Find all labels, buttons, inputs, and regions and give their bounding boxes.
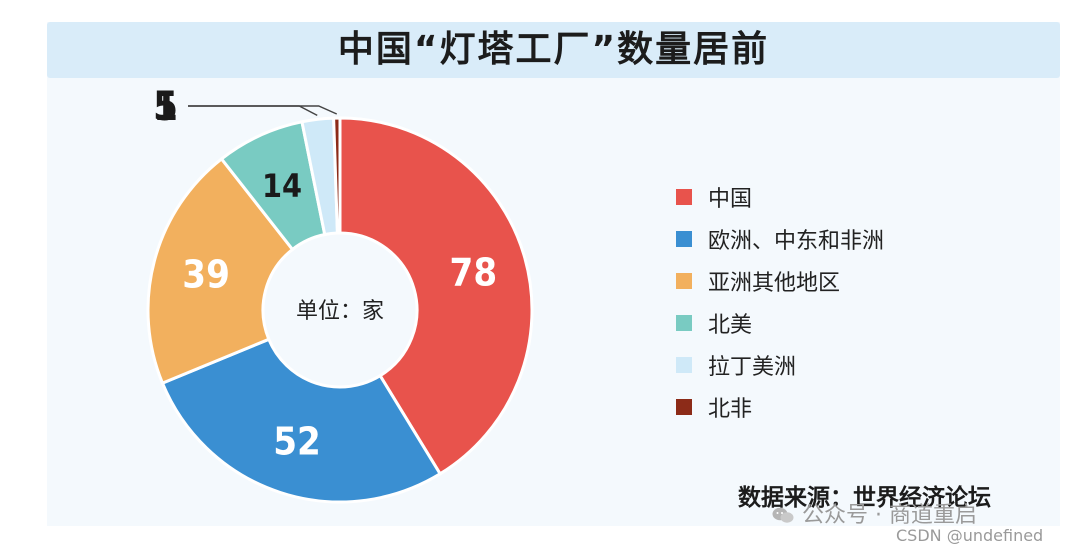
wechat-icon <box>772 505 794 523</box>
legend-item-3: 北美 <box>676 302 884 344</box>
legend-swatch-2 <box>676 273 692 289</box>
legend-item-4: 拉丁美洲 <box>676 344 884 386</box>
legend-label-2: 亚洲其他地区 <box>708 271 841 296</box>
data-label-1: 52 <box>273 420 321 464</box>
callout-label-4: 5 <box>153 84 178 130</box>
legend-swatch-0 <box>676 189 692 205</box>
center-label: 单位：家 <box>296 299 384 324</box>
csdn-watermark: CSDN @undefined <box>896 526 1044 545</box>
slice-2 <box>146 156 295 386</box>
legend-item-0: 中国 <box>676 176 884 218</box>
leader-line-5 <box>188 105 338 115</box>
data-label-2: 39 <box>182 253 230 297</box>
data-source: 数据来源：世界经济论坛 <box>738 485 991 511</box>
wechat-watermark-text: 公众号 · 商道重启 <box>802 503 977 528</box>
title-bar <box>47 22 1060 78</box>
slice-5 <box>332 116 342 235</box>
legend-label-4: 拉丁美洲 <box>708 355 797 380</box>
legend-item-1: 欧洲、中东和非洲 <box>676 218 884 260</box>
legend-label-1: 欧洲、中东和非洲 <box>708 229 885 254</box>
wechat-watermark: 公众号 · 商道重启 <box>772 497 977 529</box>
legend-item-5: 北非 <box>676 386 884 428</box>
slice-1 <box>160 337 443 504</box>
legend-swatch-4 <box>676 357 692 373</box>
legend-label-3: 北美 <box>708 313 753 338</box>
legend-swatch-1 <box>676 231 692 247</box>
legend: 中国欧洲、中东和非洲 亚洲其他地区 北美拉丁美洲北非 <box>676 176 884 428</box>
chart-title: 中国“灯塔工厂”数量居前 <box>337 29 770 70</box>
leader-line-4 <box>188 105 318 116</box>
legend-swatch-3 <box>676 315 692 331</box>
legend-item-2: 亚洲其他地区 <box>676 260 884 302</box>
callout-label-5: 1 <box>153 84 178 130</box>
legend-swatch-5 <box>676 399 692 415</box>
data-label-0: 78 <box>450 250 498 294</box>
legend-label-0: 中国 <box>708 187 753 212</box>
legend-label-5: 北非 <box>708 397 753 422</box>
data-label-3: 14 <box>262 167 302 205</box>
slice-0 <box>338 116 534 476</box>
